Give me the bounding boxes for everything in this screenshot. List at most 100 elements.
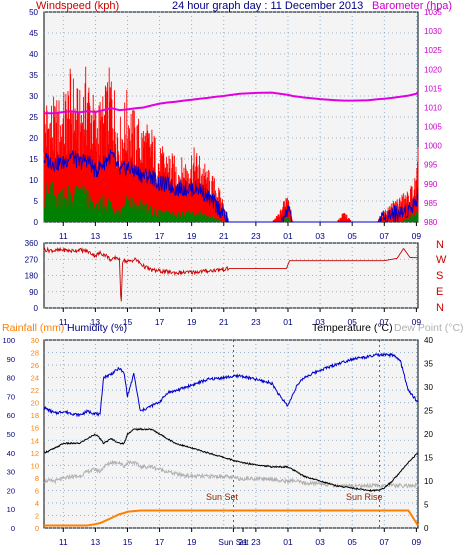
y-tick-label: 5 xyxy=(34,197,39,206)
y-tick-label: 0 xyxy=(34,304,39,313)
y-tick-label: 990 xyxy=(424,180,438,189)
y-tick-label: 28 xyxy=(31,349,39,358)
y-tick-label: 1030 xyxy=(424,27,442,36)
x-tick-label: 15 xyxy=(123,231,133,241)
x-tick-label: 07 xyxy=(380,537,390,547)
x-tick-label: 09 xyxy=(412,537,422,547)
y-tick-label: 30 xyxy=(7,468,15,477)
y-tick-label: 18 xyxy=(31,411,39,420)
x-tick-label: 11 xyxy=(59,231,68,241)
x-tick-label: 11 xyxy=(59,537,68,547)
dewpoint-axis-title: Dew Point (°C) xyxy=(394,322,464,334)
x-tick-label: 05 xyxy=(347,537,357,547)
y-tick-label: 16 xyxy=(31,424,39,433)
y-tick-label: 6 xyxy=(35,486,39,495)
y-tick-label: 70 xyxy=(7,392,15,401)
chart-title: 24 hour graph day : 11 December 2013 xyxy=(172,0,363,12)
x-tick-label: 11 xyxy=(59,317,68,327)
y-tick-label: 26 xyxy=(31,361,39,370)
wind-direction-series xyxy=(43,246,418,302)
x-tick-label: Sun Set xyxy=(218,537,249,547)
x-tick-label: 23 xyxy=(251,231,261,241)
x-tick-label: 05 xyxy=(347,231,357,241)
y-tick-label: 360 xyxy=(25,239,39,248)
y-tick-label: 25 xyxy=(424,407,433,416)
y-tick-label: 5 xyxy=(424,501,429,510)
x-tick-label: 21 xyxy=(219,231,229,241)
y-tick-label: 35 xyxy=(29,71,38,80)
y-tick-label: 20 xyxy=(424,430,433,439)
x-tick-label: 15 xyxy=(123,317,133,327)
x-tick-label: 09 xyxy=(412,317,422,327)
y-tick-label: 1035 xyxy=(424,8,442,17)
x-tick-label: 07 xyxy=(380,317,390,327)
y-tick-label: 50 xyxy=(7,430,15,439)
x-tick-label: 23 xyxy=(251,317,261,327)
y-tick-label: 20 xyxy=(31,399,39,408)
humidity-axis-title: Humidity (%) xyxy=(67,322,127,334)
x-tick-label: 01 xyxy=(283,317,293,327)
x-tick-label: 15 xyxy=(123,537,133,547)
y-tick-label: 25 xyxy=(29,113,38,122)
x-tick-label: 21 xyxy=(238,537,248,547)
y-tick-label: 10 xyxy=(7,505,15,514)
compass-label: N xyxy=(436,302,444,314)
y-tick-label: 100 xyxy=(2,336,15,345)
x-tick-label: 13 xyxy=(91,537,101,547)
x-tick-label: 09 xyxy=(412,231,422,241)
y-tick-label: 90 xyxy=(29,288,38,297)
y-tick-label: 50 xyxy=(29,8,38,17)
climate-plot-area xyxy=(43,339,419,529)
compass-label: N xyxy=(436,239,444,251)
compass-label: S xyxy=(436,270,443,282)
y-tick-label: 24 xyxy=(31,374,39,383)
y-tick-label: 45 xyxy=(29,29,38,38)
y-tick-label: 15 xyxy=(29,155,38,164)
y-tick-label: 270 xyxy=(25,255,39,264)
sunrise-annotation: Sun Rise xyxy=(346,492,383,502)
y-tick-label: 10 xyxy=(29,176,38,185)
y-tick-label: 0 xyxy=(35,524,39,533)
y-tick-label: 0 xyxy=(424,524,429,533)
y-tick-label: 1005 xyxy=(424,123,442,132)
x-tick-label: 01 xyxy=(283,231,293,241)
y-tick-label: 180 xyxy=(25,272,39,281)
y-tick-label: 0 xyxy=(11,524,15,533)
y-tick-label: 40 xyxy=(424,336,433,345)
x-tick-label: 17 xyxy=(155,537,165,547)
y-tick-label: 8 xyxy=(35,474,39,483)
x-tick-label: 19 xyxy=(187,537,197,547)
dewpoint-series xyxy=(43,459,419,489)
humidity-series xyxy=(43,352,419,418)
x-tick-label: 13 xyxy=(91,317,101,327)
temperature-series xyxy=(44,427,419,493)
rainfall-series xyxy=(44,509,419,527)
compass-label: W xyxy=(436,254,447,266)
y-tick-label: 35 xyxy=(424,360,433,369)
rainfall-axis-title: Rainfall (mm) xyxy=(2,322,64,334)
y-tick-label: 30 xyxy=(31,336,39,345)
y-tick-label: 1025 xyxy=(424,46,442,55)
barometer-series xyxy=(44,91,419,115)
x-tick-label: 19 xyxy=(187,317,197,327)
x-tick-label: 03 xyxy=(315,317,325,327)
y-tick-label: 0 xyxy=(34,218,39,227)
x-tick-label: 13 xyxy=(91,231,101,241)
x-tick-label: 17 xyxy=(155,317,165,327)
sunset-annotation: Sun Set xyxy=(206,492,239,502)
y-tick-label: 30 xyxy=(29,92,38,101)
y-tick-label: 20 xyxy=(29,134,38,143)
y-tick-label: 30 xyxy=(424,383,433,392)
x-tick-label: 01 xyxy=(283,537,293,547)
x-tick-label: 21 xyxy=(219,317,229,327)
y-tick-label: 22 xyxy=(31,386,39,395)
y-tick-label: 40 xyxy=(29,50,38,59)
y-tick-label: 2 xyxy=(35,511,39,520)
y-tick-label: 15 xyxy=(424,454,433,463)
x-tick-label: 05 xyxy=(347,317,357,327)
y-tick-label: 12 xyxy=(31,449,39,458)
x-tick-label: 07 xyxy=(380,231,390,241)
compass-label: E xyxy=(436,286,443,298)
y-tick-label: 20 xyxy=(7,486,15,495)
